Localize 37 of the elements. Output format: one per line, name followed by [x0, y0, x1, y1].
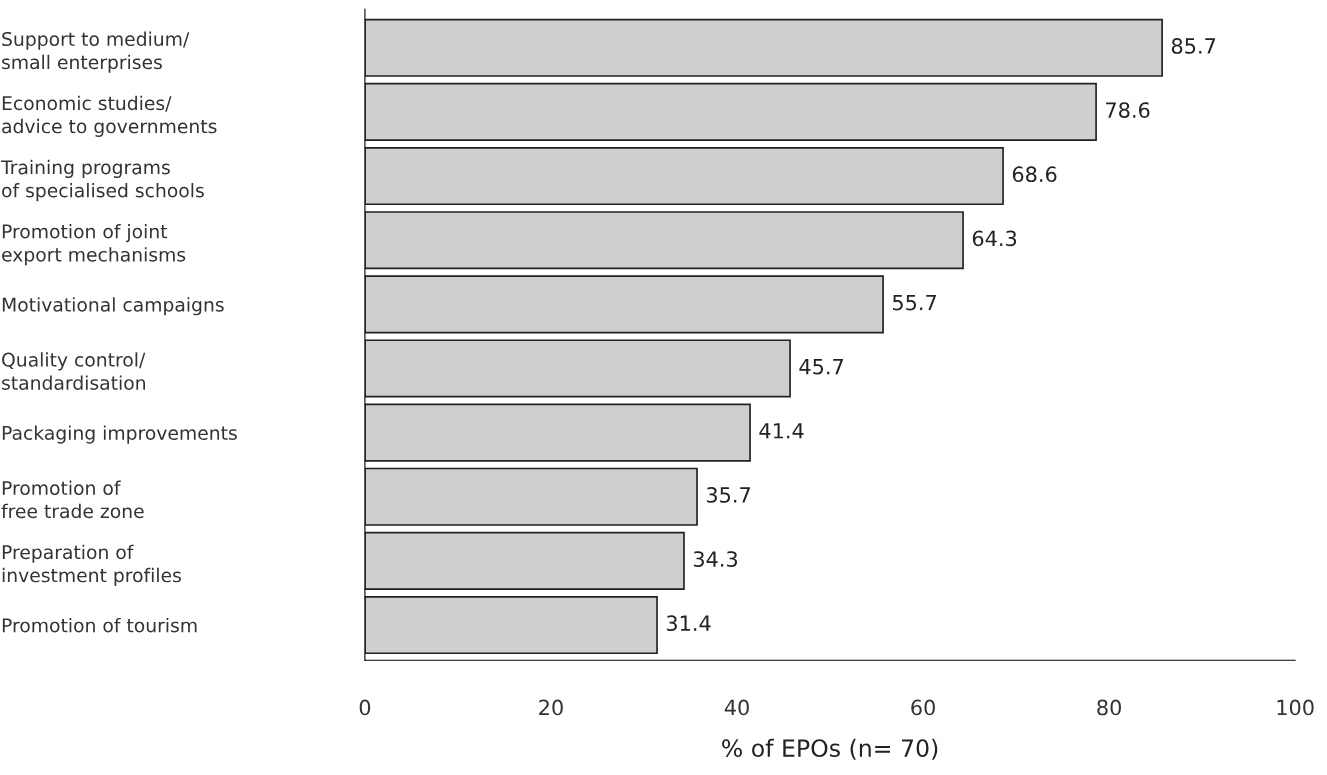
y-tick-label: Motivational campaigns — [2, 297, 224, 316]
bar — [364, 339, 791, 398]
x-tick-label: 0 — [359, 699, 371, 716]
bar — [364, 18, 1163, 77]
data-label: 64.3 — [972, 230, 1017, 247]
y-tick-label: Quality control/ standardisation — [2, 352, 146, 390]
bar — [364, 211, 964, 270]
bar — [364, 531, 685, 590]
bar — [364, 275, 884, 334]
data-label: 41.4 — [759, 423, 804, 439]
y-tick-label: Promotion of tourism — [2, 617, 197, 633]
data-label: 34.3 — [693, 551, 738, 567]
bar — [364, 82, 1097, 141]
y-tick-label: Promotion of free trade zone — [1, 480, 144, 519]
x-tick-label: 40 — [724, 699, 749, 716]
x-tick-label: 100 — [1277, 699, 1314, 716]
y-tick-label: Training programs of specialised schools — [0, 159, 204, 202]
bar — [364, 403, 751, 462]
data-label: 85.7 — [1171, 38, 1216, 54]
x-axis-title: % of EPOs (n= 70) — [722, 738, 938, 760]
data-label: 45.7 — [799, 359, 843, 375]
data-label: 68.6 — [1012, 166, 1057, 183]
y-tick-label: Packaging improvements — [2, 425, 237, 444]
y-tick-label: Preparation of investment profiles — [2, 544, 181, 586]
bar — [364, 467, 698, 526]
data-label: 31.4 — [666, 615, 711, 632]
data-label: 78.6 — [1106, 102, 1150, 118]
bar — [364, 595, 658, 655]
y-tick-label: Support to medium/ small enterprises — [2, 31, 190, 73]
x-tick-label: 80 — [1097, 699, 1121, 716]
data-label: 35.7 — [706, 487, 750, 503]
data-label: 55.7 — [893, 294, 936, 311]
y-tick-label: Promotion of joint export mechanisms — [2, 224, 186, 266]
x-tick-label: 20 — [539, 699, 563, 716]
bar — [364, 147, 1004, 206]
y-tick-label: Economic studies/ advice to governments — [2, 95, 217, 137]
x-tick-label: 60 — [911, 699, 935, 716]
